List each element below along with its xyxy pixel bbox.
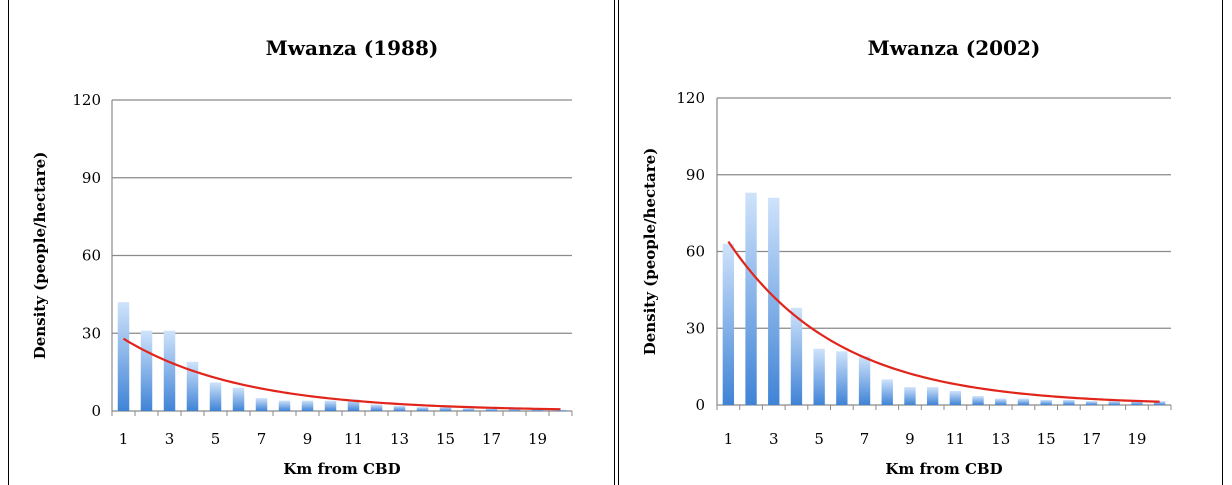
trend-line (122, 337, 561, 411)
trend-line (727, 240, 1160, 403)
bar-km-16 (1063, 399, 1075, 405)
x-tick-label: 15 (436, 430, 455, 448)
x-tick-label: 5 (211, 430, 221, 448)
bar-km-2 (745, 192, 757, 405)
bar-km-10 (926, 387, 939, 405)
chart-title: Mwanza (2002) (868, 36, 1041, 60)
bar-km-1 (722, 243, 735, 405)
bar-km-13 (995, 398, 1007, 405)
bar-km-19 (531, 408, 544, 411)
chart-panel-1988: 0 30 60 90 120 1 3 5 7 9 11 13 15 17 19 Mwanza (1988) Km… (8, 0, 615, 485)
y-axis-label: Density (people/hectare) (641, 148, 659, 356)
bar-km-6 (232, 387, 245, 411)
x-tick-label: 13 (991, 430, 1010, 448)
bar-km-18 (1108, 401, 1120, 405)
y-tick-label: 30 (686, 319, 705, 337)
bar-km-15 (1040, 399, 1052, 405)
bar-km-16 (462, 408, 475, 411)
x-tick-label: 7 (860, 430, 870, 448)
bar-km-12 (972, 396, 984, 405)
bar-km-5 (813, 348, 825, 405)
x-tick-label: 17 (1082, 430, 1101, 448)
x-tick-label: 19 (1127, 430, 1146, 448)
x-tick-label: 11 (344, 430, 363, 448)
bar-km-7 (255, 398, 268, 411)
bar-km-12 (370, 404, 383, 411)
x-tick-label: 17 (482, 430, 501, 448)
y-tick-label: 60 (686, 243, 705, 261)
bar-km-20 (1153, 401, 1166, 405)
bar-km-8 (278, 400, 291, 411)
bar-km-5 (209, 382, 222, 411)
bar-km-11 (347, 399, 360, 411)
y-tick-label: 90 (82, 169, 101, 187)
bar-km-14 (1017, 398, 1030, 405)
bar-km-10 (324, 400, 337, 411)
bar-km-4 (790, 307, 803, 405)
x-tick-label: 5 (814, 430, 824, 448)
bar-km-4 (186, 361, 199, 411)
bar-km-11 (949, 390, 962, 405)
y-tick-label: 0 (91, 402, 101, 420)
bar-km-15 (439, 407, 452, 411)
bar-km-13 (393, 405, 406, 411)
bar-km-9 (904, 387, 916, 405)
bar-km-6 (836, 351, 848, 405)
x-tick-label: 9 (905, 430, 915, 448)
bar-km-17 (485, 408, 498, 411)
y-tick-label: 30 (82, 324, 101, 342)
bar-km-17 (1085, 401, 1098, 405)
x-tick-label: 1 (724, 430, 734, 448)
chart-title: Mwanza (1988) (266, 36, 439, 60)
y-tick-label: 120 (72, 91, 101, 109)
bar-km-18 (508, 408, 521, 411)
y-tick-label: 90 (686, 166, 705, 184)
x-tick-label: 15 (1037, 430, 1056, 448)
x-axis-label: Km from CBD (885, 460, 1002, 478)
bar-km-3 (163, 330, 176, 411)
x-tick-label: 19 (528, 430, 547, 448)
bar-km-14 (416, 407, 429, 411)
y-tick-label: 60 (82, 247, 101, 265)
bar-km-19 (1131, 401, 1143, 405)
bar-km-2 (140, 330, 153, 411)
bar-km-8 (881, 379, 893, 405)
x-tick-label: 1 (119, 430, 129, 448)
x-tick-label: 13 (390, 430, 409, 448)
bar-km-7 (858, 356, 871, 405)
bar-km-1 (117, 302, 130, 411)
x-axis-label: Km from CBD (283, 460, 400, 478)
bar-km-3 (768, 197, 780, 405)
x-tick-label: 11 (946, 430, 965, 448)
y-tick-label: 0 (695, 396, 705, 414)
bar-km-20 (554, 409, 567, 411)
chart-panel-2002: 0 30 60 90 120 1 3 5 7 9 11 13 15 17 19 Mwanza (2002) Km… (618, 0, 1223, 485)
x-tick-label: 7 (257, 430, 267, 448)
y-axis-label: Density (people/hectare) (31, 152, 49, 360)
x-tick-label: 9 (303, 430, 313, 448)
x-tick-label: 3 (165, 430, 175, 448)
bar-km-9 (301, 400, 314, 411)
y-tick-label: 120 (676, 89, 705, 107)
x-tick-label: 3 (769, 430, 779, 448)
